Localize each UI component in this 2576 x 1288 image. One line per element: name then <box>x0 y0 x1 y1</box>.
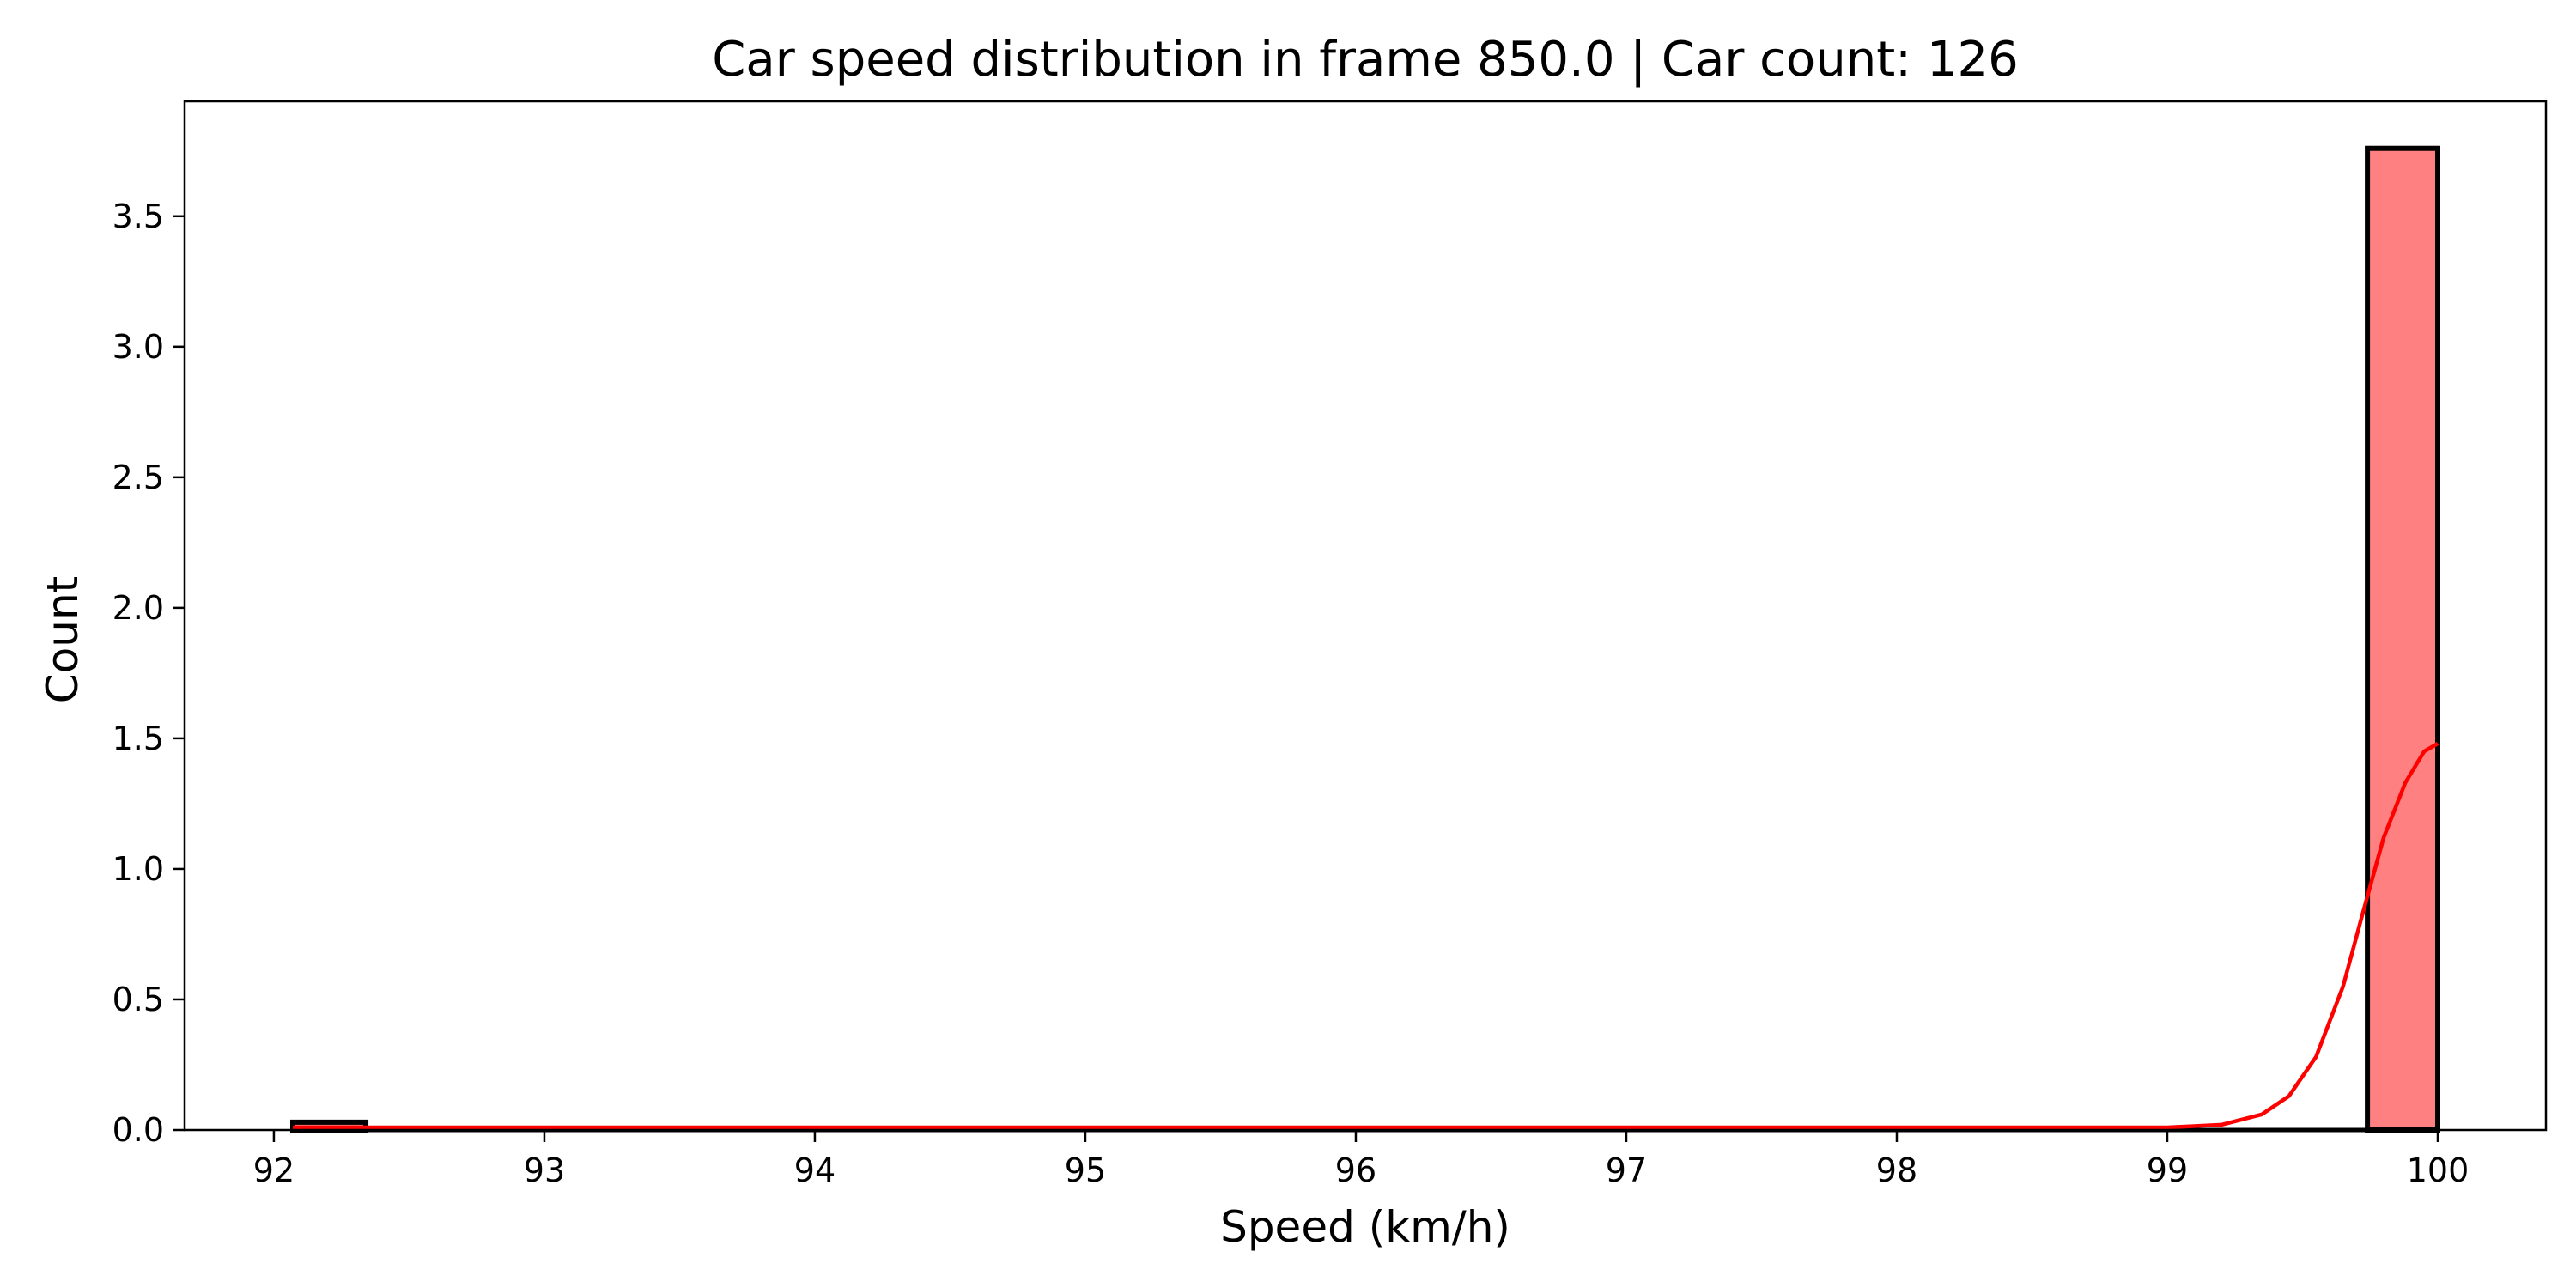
y-tick-label: 0.5 <box>112 981 164 1018</box>
x-tick-label: 95 <box>1065 1151 1106 1189</box>
x-tick-label: 100 <box>2407 1151 2470 1189</box>
y-tick-label: 3.0 <box>112 328 164 366</box>
y-tick-label: 3.5 <box>112 197 164 235</box>
x-tick-label: 97 <box>1606 1151 1647 1189</box>
kde-line <box>293 742 2439 1130</box>
x-tick-label: 93 <box>524 1151 565 1189</box>
x-axis-label: Speed (km/h) <box>1220 1202 1510 1252</box>
x-tick-label: 94 <box>794 1151 835 1189</box>
x-tick-label: 99 <box>2147 1151 2188 1189</box>
x-tick-label: 92 <box>253 1151 295 1189</box>
y-axis-label: Count <box>38 576 88 704</box>
y-tick-label: 1.5 <box>112 720 164 757</box>
plot-area: 92 93 94 95 96 97 98 99 100 0.0 0.5 1.0 1.5 2.0 2.5 3.0… <box>112 100 2548 1189</box>
x-tick-label: 98 <box>1876 1151 1917 1189</box>
y-tick-label: 2.0 <box>112 589 164 627</box>
histogram-bar <box>2365 145 2440 1133</box>
y-tick-label: 0.0 <box>112 1111 164 1149</box>
chart-title: Car speed distribution in frame 850.0 | … <box>712 32 2018 88</box>
y-tick-label: 1.0 <box>112 850 164 888</box>
x-tick-label: 96 <box>1335 1151 1376 1189</box>
y-tick-label: 2.5 <box>112 459 164 496</box>
plot-frame <box>183 100 2548 1132</box>
